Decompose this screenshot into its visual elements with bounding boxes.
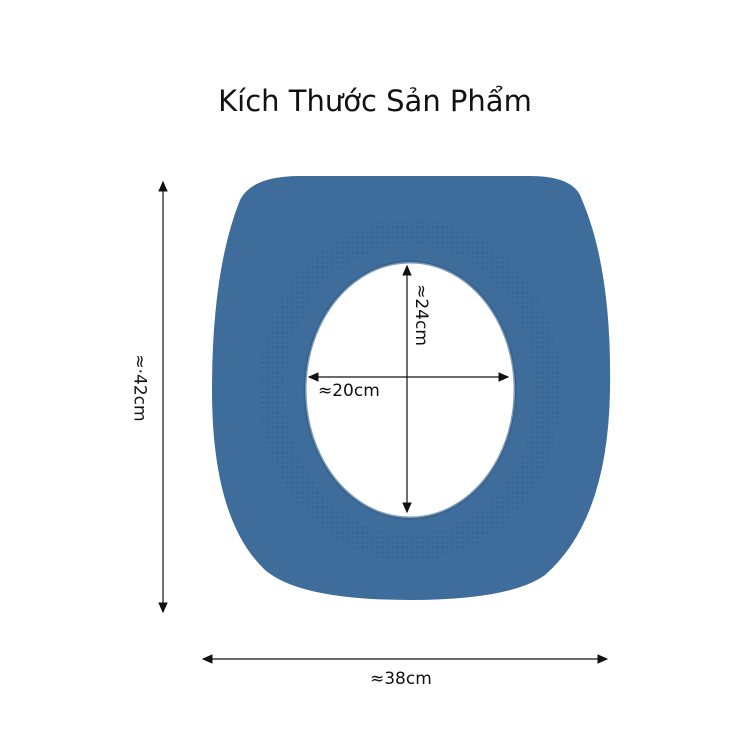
inner-width-label: ≈20cm [318,381,380,401]
height-label: ≈·42cm [129,354,150,422]
inner-height-label: ≈24cm [410,284,431,346]
width-label: ≈38cm [370,669,432,689]
toilet-seat-cover [212,176,611,600]
page-title: Kích Thước Sản Phẩm [218,84,532,118]
